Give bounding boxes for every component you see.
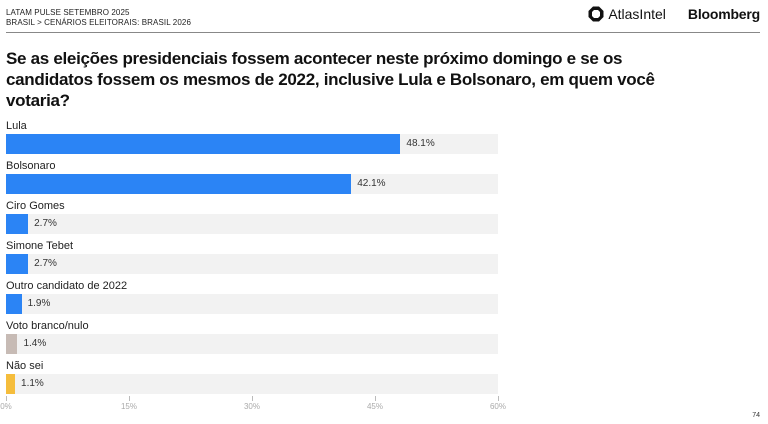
row-label: Simone Tebet [6,240,74,252]
tick-mark [251,396,253,401]
x-axis-tick: 45% [360,396,390,412]
bar-track: 42.1% [6,174,498,194]
tick-label: 15% [120,402,137,411]
bar-value-label: 1.9% [27,298,51,309]
bar-track: 2.7% [6,254,498,274]
bar-track: 1.4% [6,334,498,354]
tick-mark [128,396,130,401]
x-axis-tick: 60% [483,396,513,412]
bar-track: 2.7% [6,214,498,234]
bar [6,134,401,154]
bar-value-label: 2.7% [34,258,57,269]
x-axis-tick: 0% [0,396,21,412]
chart-row: Não sei 1.1% [6,358,498,398]
page-number: 74 [752,412,760,419]
tick-label: 0% [0,402,12,411]
bar [6,254,29,274]
x-axis: 0% 15% 30% 45% 60% [0,396,506,416]
tick-label: 30% [243,402,260,411]
atlasintel-wordmark: AtlasIntel [608,6,666,22]
bar-value-label: 1.4% [23,338,47,349]
bloomberg-logo: Bloomberg [687,6,760,22]
bar [6,214,29,234]
chart-row: Ciro Gomes 2.7% [6,198,498,238]
chart-row: Bolsonaro 42.1% [6,158,498,198]
bar [6,294,22,314]
header-breadcrumb: LATAM PULSE SETEMBRO 2025 BRASIL > CENÁR… [6,8,191,28]
report-name: LATAM PULSE SETEMBRO 2025 [6,8,130,17]
tick-mark [497,396,499,401]
page-header: LATAM PULSE SETEMBRO 2025 BRASIL > CENÁR… [6,0,760,34]
bar-value-label: 48.1% [406,138,435,149]
breadcrumb-path: BRASIL > CENÁRIOS ELEITORAIS: BRASIL 202… [6,18,191,27]
chart-title: Se as eleições presidenciais fossem acon… [6,49,655,110]
atlasintel-logo: AtlasIntel [588,6,666,22]
row-label: Bolsonaro [6,160,56,172]
bar [6,334,18,354]
row-label: Lula [6,120,27,132]
header-divider [6,32,760,33]
bar-value-label: 1.1% [21,378,44,389]
atlasintel-octagon-icon [588,6,604,22]
header-logos: AtlasIntel Bloomberg [588,6,760,22]
bar-track: 1.9% [6,294,498,314]
tick-label: 60% [489,402,506,411]
bar [6,374,16,394]
tick-label: 45% [366,402,383,411]
x-axis-tick: 30% [237,396,267,412]
bar-value-label: 42.1% [357,178,386,189]
bar [6,174,352,194]
bar-chart: Lula 48.1% Bolsonaro 42.1% Ciro Gomes 2.7% Sim… [6,118,498,398]
chart-row: Lula 48.1% [6,118,498,158]
bar-track: 48.1% [6,134,498,154]
row-label: Não sei [6,360,44,372]
row-label: Ciro Gomes [6,200,65,212]
bar-track: 1.1% [6,374,498,394]
tick-mark [5,396,7,401]
bar-value-label: 2.7% [34,218,57,229]
row-label: Outro candidato de 2022 [6,280,128,292]
row-label: Voto branco/nulo [6,320,89,332]
tick-mark [374,396,376,401]
chart-row: Simone Tebet 2.7% [6,238,498,278]
x-axis-tick: 15% [114,396,144,412]
chart-row: Outro candidato de 2022 1.9% [6,278,498,318]
chart-row: Voto branco/nulo 1.4% [6,318,498,358]
